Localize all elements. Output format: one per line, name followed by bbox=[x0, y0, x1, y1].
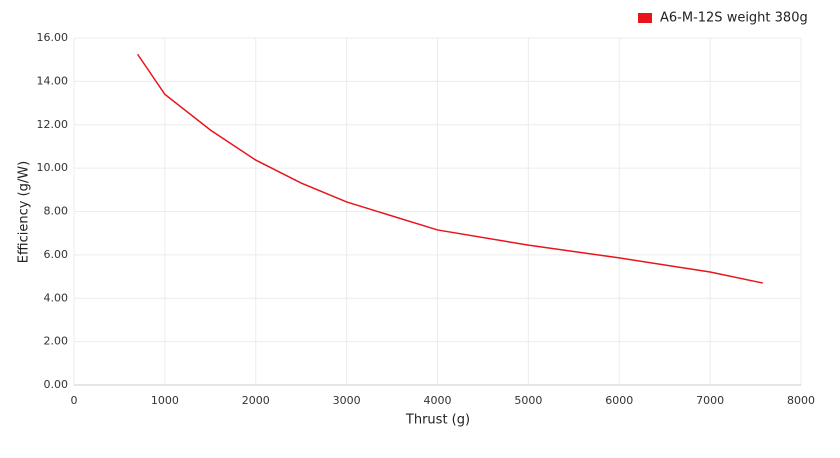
x-tick-label: 2000 bbox=[242, 394, 270, 407]
y-tick-label: 16.00 bbox=[37, 31, 69, 44]
x-tick-label: 6000 bbox=[605, 394, 633, 407]
y-tick-label: 2.00 bbox=[44, 335, 69, 348]
y-tick-label: 12.00 bbox=[37, 118, 69, 131]
y-tick-label: 4.00 bbox=[44, 291, 69, 304]
y-tick-label: 6.00 bbox=[44, 248, 69, 261]
y-tick-label: 10.00 bbox=[37, 161, 69, 174]
x-tick-label: 7000 bbox=[696, 394, 724, 407]
y-axis-title: Efficiency (g/W) bbox=[17, 161, 32, 263]
y-tick-label: 0.00 bbox=[44, 378, 69, 391]
x-tick-label: 8000 bbox=[787, 394, 815, 407]
x-tick-label: 1000 bbox=[151, 394, 179, 407]
x-axis-title: Thrust (g) bbox=[405, 413, 470, 428]
y-tick-label: 8.00 bbox=[44, 205, 69, 218]
x-tick-label: 0 bbox=[71, 394, 78, 407]
x-tick-label: 5000 bbox=[514, 394, 542, 407]
legend-label: A6-M-12S weight 380g bbox=[660, 11, 808, 26]
x-tick-label: 3000 bbox=[333, 394, 361, 407]
x-tick-label: 4000 bbox=[424, 394, 452, 407]
y-tick-label: 14.00 bbox=[37, 74, 69, 87]
data-line bbox=[136, 53, 763, 284]
legend-swatch bbox=[638, 13, 652, 23]
